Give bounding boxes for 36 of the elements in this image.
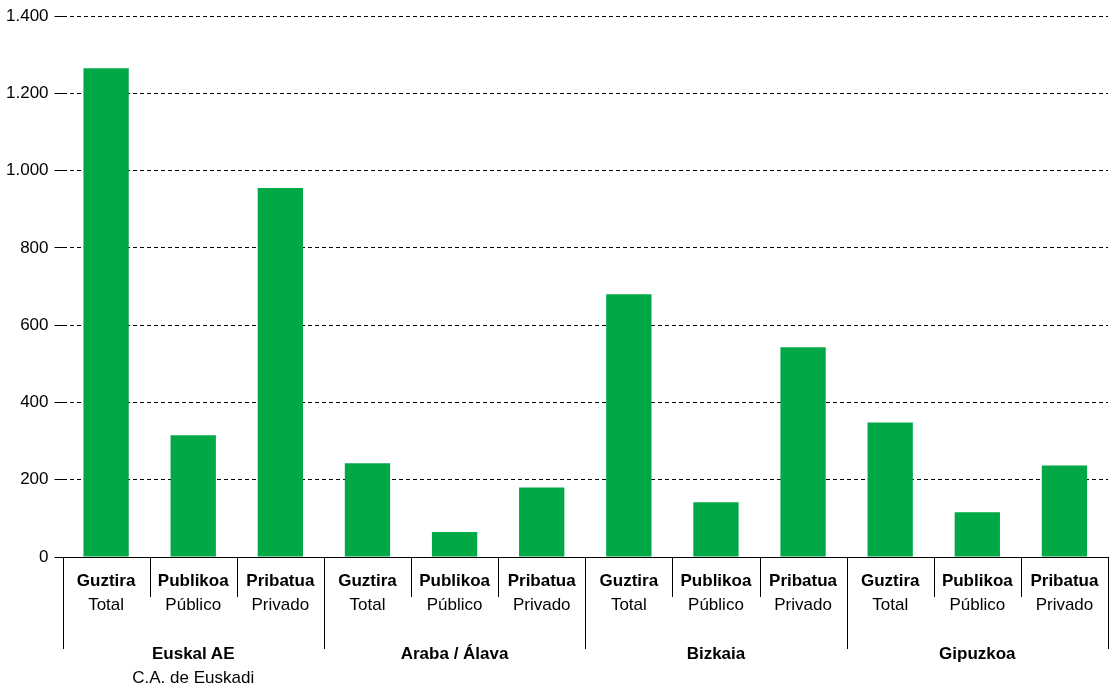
x-tick-label: Publikoa Público — [680, 570, 752, 614]
y-tick-label: 1.400 — [5, 5, 49, 25]
x-tick-label: Guztira Total — [76, 570, 136, 614]
y-tick-label: 0 — [39, 546, 49, 566]
y-tick-label: 200 — [20, 469, 49, 489]
y-tick-label: 1.000 — [5, 160, 49, 180]
x-tick-label: Publikoa Público — [157, 570, 230, 614]
y-tick-label: 1.200 — [5, 83, 49, 103]
bar — [344, 463, 391, 557]
x-tick-label: Pribatua Privado — [507, 570, 577, 614]
y-tick-label: 400 — [20, 392, 49, 412]
y-tick-label: 800 — [20, 237, 49, 257]
x-tick-label: Pribatua Privado — [769, 570, 838, 614]
bar — [519, 487, 565, 557]
x-tick-label: Guztira Total — [860, 570, 921, 614]
x-tick-label: Pribatua Privado — [246, 570, 315, 614]
bar — [431, 531, 478, 557]
text: Euskal AE C.A. de Euskadi — [132, 643, 255, 687]
bar — [1041, 465, 1088, 557]
text: Araba / Álava — [400, 643, 509, 663]
bar — [257, 188, 303, 557]
bar — [170, 435, 216, 557]
x-tick-label: Publikoa Público — [941, 570, 1014, 614]
text: Bizkaia — [686, 643, 746, 663]
bar — [954, 512, 1000, 557]
y-tick-label: 600 — [20, 314, 49, 334]
x-tick-label: Publikoa Público — [419, 570, 491, 614]
x-tick-label: Pribatua Privado — [1030, 570, 1099, 614]
bar — [780, 347, 826, 557]
bar — [606, 294, 652, 557]
bar — [867, 422, 913, 557]
bar — [83, 68, 129, 557]
x-tick-label: Guztira Total — [599, 570, 659, 614]
x-tick-label: Guztira Total — [338, 570, 398, 614]
bar — [693, 502, 739, 557]
text: Gipuzkoa — [939, 643, 1017, 663]
